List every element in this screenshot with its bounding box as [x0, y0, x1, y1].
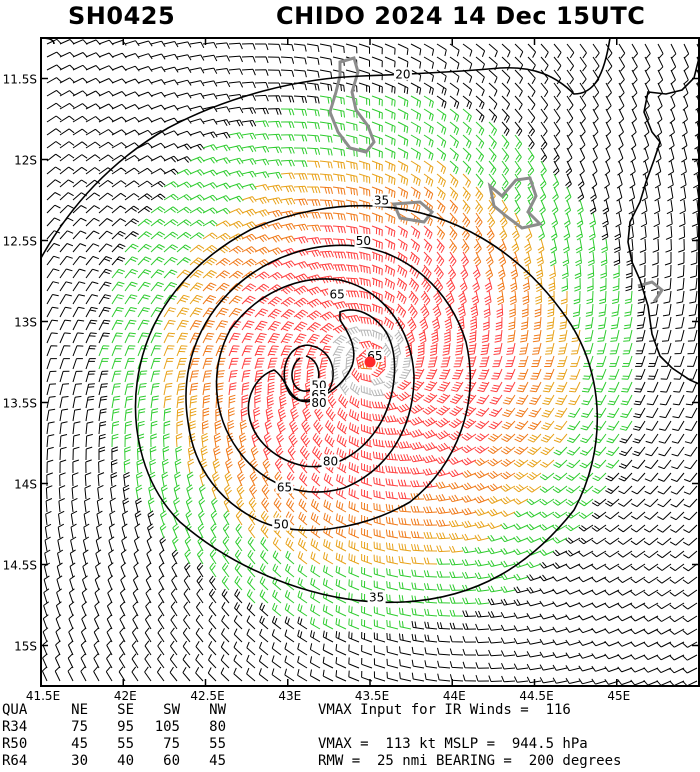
barbs-eyewall-core — [330, 326, 412, 397]
storm-title: CHIDO 2024 14 Dec 15UTC — [276, 2, 646, 30]
contour-50kt — [185, 244, 471, 531]
contour-35kt — [134, 204, 599, 604]
barbs-55-64kt — [189, 186, 555, 539]
lat-tick-label: 12S — [14, 154, 37, 168]
anjouan-island-outline — [391, 200, 435, 224]
longitude-axis: 41.5E 42E 42.5E 43E 43.5E 44E 44.5E 45E — [26, 38, 630, 703]
table-header-cell: SW — [163, 702, 180, 718]
mayotte-island-outline — [487, 176, 543, 230]
contour-label-bg — [310, 396, 329, 410]
table-cell: 40 — [117, 753, 134, 769]
lat-tick-label: 12.5S — [3, 235, 37, 249]
lon-tick-label: 43.5E — [355, 689, 389, 703]
table-header-cell: QUA — [2, 702, 28, 718]
lon-tick-label: 44.5E — [519, 689, 553, 703]
table-row: R34 75 95 105 80 — [2, 719, 226, 736]
moheli-island-outline — [328, 56, 376, 154]
storm-id: SH0425 — [68, 2, 176, 30]
contour-label-bg — [372, 193, 391, 207]
lon-tick-label: 41.5E — [26, 689, 60, 703]
contour-label: 65 — [329, 288, 344, 302]
contour-label: 80 — [311, 396, 326, 410]
contour-label: 50 — [274, 518, 289, 532]
storm-center-group — [364, 356, 376, 368]
contour-label-bg — [272, 517, 291, 531]
table-cell: 105 — [154, 719, 180, 735]
wind-barb-field — [41, 38, 699, 686]
contour-label: 35 — [369, 591, 384, 605]
table-cell: R64 — [2, 753, 28, 769]
table-cell: 80 — [209, 719, 226, 735]
table-cell: 55 — [209, 736, 226, 752]
lat-tick-label: 15S — [14, 640, 37, 654]
table-cell: 45 — [71, 736, 88, 752]
contour-80kt — [247, 309, 396, 468]
contour-label: 35 — [374, 194, 389, 208]
barbs-34-50kt — [98, 95, 633, 630]
table-cell: 60 — [163, 753, 180, 769]
contour-label-bg — [321, 454, 340, 468]
table-cell: 75 — [71, 719, 88, 735]
lon-tick-label: 44E — [443, 689, 466, 703]
table-header-cell: NW — [209, 702, 226, 718]
contour-label-bg — [275, 480, 294, 494]
contour-label-bg — [393, 67, 412, 81]
barbs-below-34kt — [41, 38, 699, 686]
intensity-summary: QUA NE SE SW NW R34 75 95 105 80 R50 45 … — [0, 702, 700, 772]
contour-20kt — [41, 38, 611, 259]
lon-tick-label: 43E — [278, 689, 301, 703]
table-cell: 30 — [71, 753, 88, 769]
contour-label-bg — [328, 287, 347, 301]
lat-tick-label: 13.5S — [3, 397, 37, 411]
contour-inner-eye-2 — [291, 355, 320, 392]
madagascar-coast-outline — [627, 57, 699, 385]
table-cell: 55 — [117, 736, 134, 752]
table-row: R64 30 40 60 45 — [2, 753, 226, 770]
table-cell: 75 — [163, 736, 180, 752]
table-header-row: QUA NE SE SW NW — [2, 702, 226, 719]
contour-inner-eye — [283, 344, 334, 403]
storm-center-marker — [364, 356, 376, 368]
contour-label: 80 — [323, 454, 338, 468]
lat-tick-label: 13S — [14, 316, 37, 330]
plot-header: SH0425 CHIDO 2024 14 Dec 15UTC — [0, 0, 700, 36]
table-cell: R50 — [2, 736, 28, 752]
contour-label-bg — [367, 590, 386, 604]
table-header-cell: SE — [117, 702, 134, 718]
barbs-50-55kt — [163, 160, 581, 565]
contour-label: 20 — [395, 67, 410, 81]
table-row: R50 45 55 75 55 — [2, 736, 226, 753]
lon-tick-label: 45E — [607, 689, 630, 703]
lat-tick-label: 11.5S — [3, 73, 37, 87]
latitude-axis: 11.5S 12S 12.5S 13S 13.5S 14S 14.5S 15S — [3, 73, 699, 654]
vmax-input-line: VMAX Input for IR Winds = 116 — [318, 702, 571, 718]
lon-tick-label: 42E — [114, 689, 137, 703]
wind-radii-table: QUA NE SE SW NW R34 75 95 105 80 R50 45 … — [2, 702, 226, 770]
lat-tick-label: 14S — [14, 478, 37, 492]
rmw-bearing-line: RMW = 25 nmi BEARING = 200 degrees — [318, 753, 622, 769]
table-header-cell: NE — [71, 702, 88, 718]
vmax-mslp-line: VMAX = 113 kt MSLP = 944.5 hPa — [318, 736, 588, 752]
contour-label: 50 — [356, 234, 371, 248]
contour-label-bg — [354, 234, 373, 248]
lat-tick-label: 14.5S — [3, 559, 37, 573]
contour-label: 65 — [277, 480, 292, 494]
table-cell: 95 — [117, 719, 134, 735]
table-cell: R34 — [2, 719, 28, 735]
lon-tick-label: 42.5E — [190, 689, 224, 703]
land-outlines — [328, 56, 699, 385]
islet-outline — [637, 280, 665, 303]
table-cell: 45 — [209, 753, 226, 769]
